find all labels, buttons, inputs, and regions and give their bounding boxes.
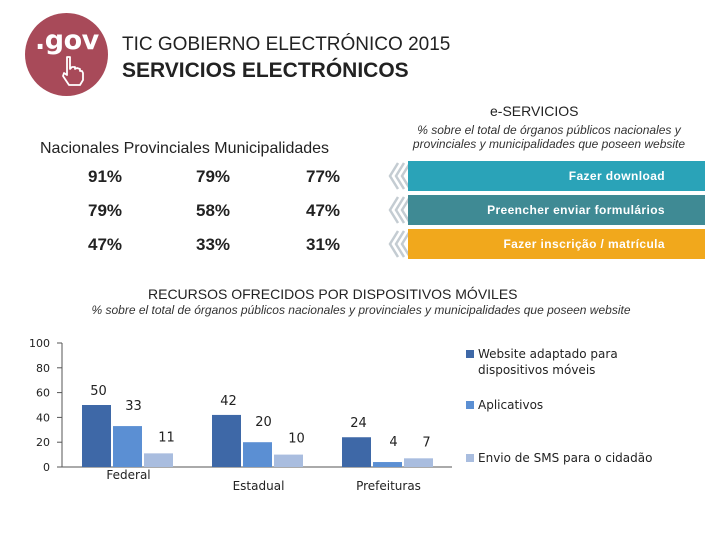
legend-label: Aplicativos bbox=[478, 398, 543, 412]
resources-subtitle: % sobre el total de órganos públicos nac… bbox=[91, 303, 631, 317]
bar bbox=[404, 458, 433, 467]
y-tick-label: 80 bbox=[36, 362, 50, 375]
section-title: SERVICIOS ELECTRÓNICOS bbox=[122, 59, 409, 82]
legend-label: Envio de SMS para o cidadão bbox=[478, 451, 652, 465]
service-band-forms: Preencher enviar formulários bbox=[408, 195, 705, 225]
legend-swatch bbox=[466, 401, 474, 409]
bar bbox=[144, 453, 173, 467]
category-label: Prefeituras bbox=[356, 479, 421, 493]
gov-logo: .gov bbox=[25, 13, 108, 96]
provinciales-value: 79% bbox=[196, 167, 231, 186]
bar-value-label: 24 bbox=[350, 416, 367, 431]
service-band-enrollment: Fazer inscrição / matrícula bbox=[408, 229, 705, 259]
bar-value-label: 42 bbox=[220, 394, 237, 409]
provinciales-value: 58% bbox=[196, 201, 231, 220]
bar bbox=[342, 437, 371, 467]
provinciales-value: 33% bbox=[196, 235, 231, 254]
eservices-subtitle: % sobre el total de órganos públicos nac… bbox=[412, 123, 686, 151]
logo-text: .gov bbox=[35, 25, 99, 56]
legend-swatch bbox=[466, 454, 474, 462]
eservices-column-header: Nacionales Provinciales Municipalidades bbox=[40, 140, 330, 157]
bar-value-label: 10 bbox=[288, 432, 305, 447]
municipalidades-value: 31% bbox=[306, 235, 341, 254]
municipalidades-value: 77% bbox=[306, 167, 341, 186]
service-band-download: Fazer download bbox=[408, 161, 705, 191]
eservices-title: e-SERVICIOS bbox=[490, 103, 579, 119]
chevron-left-icon bbox=[388, 230, 410, 258]
municipalidades-value: 47% bbox=[306, 201, 341, 220]
bar-value-label: 7 bbox=[422, 435, 430, 450]
bar bbox=[243, 442, 272, 467]
nacionales-value: 47% bbox=[88, 235, 123, 254]
bar-value-label: 20 bbox=[255, 415, 272, 430]
bar-value-label: 11 bbox=[158, 430, 175, 445]
y-tick-label: 60 bbox=[36, 387, 50, 400]
resources-title: RECURSOS OFRECIDOS POR DISPOSITIVOS MÓVI… bbox=[148, 286, 518, 302]
legend-label: Website adaptado para dispositivos móveis bbox=[478, 347, 618, 377]
y-tick-label: 100 bbox=[29, 337, 50, 350]
bar bbox=[113, 426, 142, 467]
bar-value-label: 33 bbox=[125, 399, 142, 414]
bar bbox=[373, 462, 402, 467]
bar-value-label: 50 bbox=[90, 384, 107, 399]
nacionales-value: 91% bbox=[88, 167, 123, 186]
bar-value-label: 4 bbox=[389, 435, 397, 450]
report-title: TIC GOBIERNO ELECTRÓNICO 2015 bbox=[122, 34, 451, 55]
nacionales-value: 79% bbox=[88, 201, 123, 220]
pointing-hand-icon bbox=[62, 56, 84, 86]
chevron-left-icon bbox=[388, 196, 410, 224]
y-tick-label: 40 bbox=[36, 411, 50, 424]
bar bbox=[82, 405, 111, 467]
category-label: Federal bbox=[106, 468, 150, 482]
y-tick-label: 0 bbox=[43, 461, 50, 474]
category-label: Estadual bbox=[233, 479, 285, 493]
bar bbox=[212, 414, 241, 467]
chevron-left-icon bbox=[388, 162, 410, 190]
bar bbox=[274, 454, 303, 467]
legend-swatch bbox=[466, 350, 474, 358]
y-tick-label: 20 bbox=[36, 436, 50, 449]
